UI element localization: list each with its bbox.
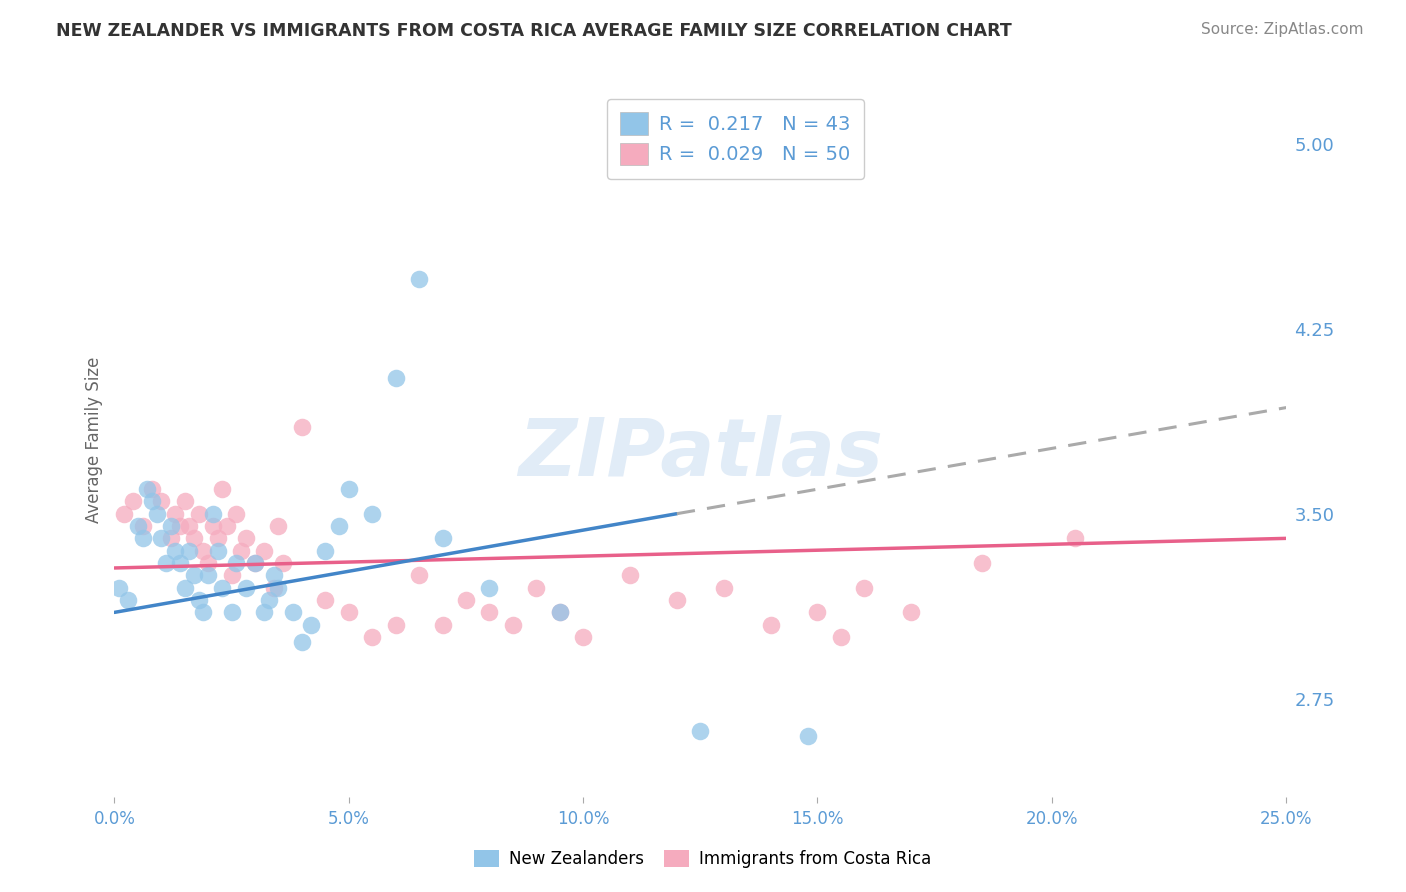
Point [361,507,384,521]
Point [150,494,173,508]
Point [713,581,735,595]
Point [337,482,360,496]
Point [253,543,276,558]
Point [830,630,852,644]
Point [797,729,820,743]
Point [193,606,215,620]
Point [187,507,209,521]
Point [1064,532,1087,546]
Point [211,581,233,595]
Point [263,581,285,595]
Point [361,630,384,644]
Text: Source: ZipAtlas.com: Source: ZipAtlas.com [1201,22,1364,37]
Point [141,494,163,508]
Legend: R =  0.217   N = 43, R =  0.029   N = 50: R = 0.217 N = 43, R = 0.029 N = 50 [607,99,865,178]
Point [267,581,290,595]
Point [478,581,501,595]
Point [207,543,229,558]
Point [183,532,205,546]
Point [281,606,304,620]
Point [291,420,314,434]
Point [187,593,209,607]
Point [201,519,224,533]
Point [169,519,191,533]
Point [900,606,922,620]
Point [432,532,454,546]
Point [173,494,195,508]
Point [328,519,350,533]
Point [384,617,406,632]
Point [235,581,257,595]
Point [314,543,336,558]
Point [384,371,406,385]
Point [112,507,135,521]
Point [179,543,201,558]
Point [197,556,219,570]
Point [150,532,173,546]
Point [173,581,195,595]
Point [257,593,280,607]
Point [169,556,191,570]
Point [108,581,131,595]
Point [806,606,828,620]
Y-axis label: Average Family Size: Average Family Size [86,357,103,523]
Point [141,482,163,496]
Point [159,519,181,533]
Point [337,606,360,620]
Point [159,532,181,546]
Point [408,568,430,582]
Point [179,519,201,533]
Point [225,507,247,521]
Point [271,556,294,570]
Point [131,519,153,533]
Point [165,543,187,558]
Point [665,593,688,607]
Point [408,272,430,286]
Point [197,568,219,582]
Point [689,723,711,738]
Point [267,519,290,533]
Point [853,581,876,595]
Point [131,532,153,546]
Point [759,617,782,632]
Point [117,593,139,607]
Point [207,532,229,546]
Text: NEW ZEALANDER VS IMMIGRANTS FROM COSTA RICA AVERAGE FAMILY SIZE CORRELATION CHAR: NEW ZEALANDER VS IMMIGRANTS FROM COSTA R… [56,22,1012,40]
Point [454,593,477,607]
Point [145,507,167,521]
Point [291,635,314,649]
Point [229,543,252,558]
Text: ZIPatlas: ZIPatlas [517,415,883,493]
Point [314,593,336,607]
Point [155,556,177,570]
Point [263,568,285,582]
Point [432,617,454,632]
Point [619,568,641,582]
Point [502,617,524,632]
Point [221,568,243,582]
Point [215,519,238,533]
Point [165,507,187,521]
Point [299,617,322,632]
Point [225,556,247,570]
Point [136,482,159,496]
Point [122,494,145,508]
Point [253,606,276,620]
Point [243,556,266,570]
Point [201,507,224,521]
Point [548,606,571,620]
Point [478,606,501,620]
Point [221,606,243,620]
Point [243,556,266,570]
Point [970,556,993,570]
Point [524,581,547,595]
Point [127,519,149,533]
Point [548,606,571,620]
Point [235,532,257,546]
Point [193,543,215,558]
Point [211,482,233,496]
Point [572,630,595,644]
Legend: New Zealanders, Immigrants from Costa Rica: New Zealanders, Immigrants from Costa Ri… [465,842,941,877]
Point [183,568,205,582]
